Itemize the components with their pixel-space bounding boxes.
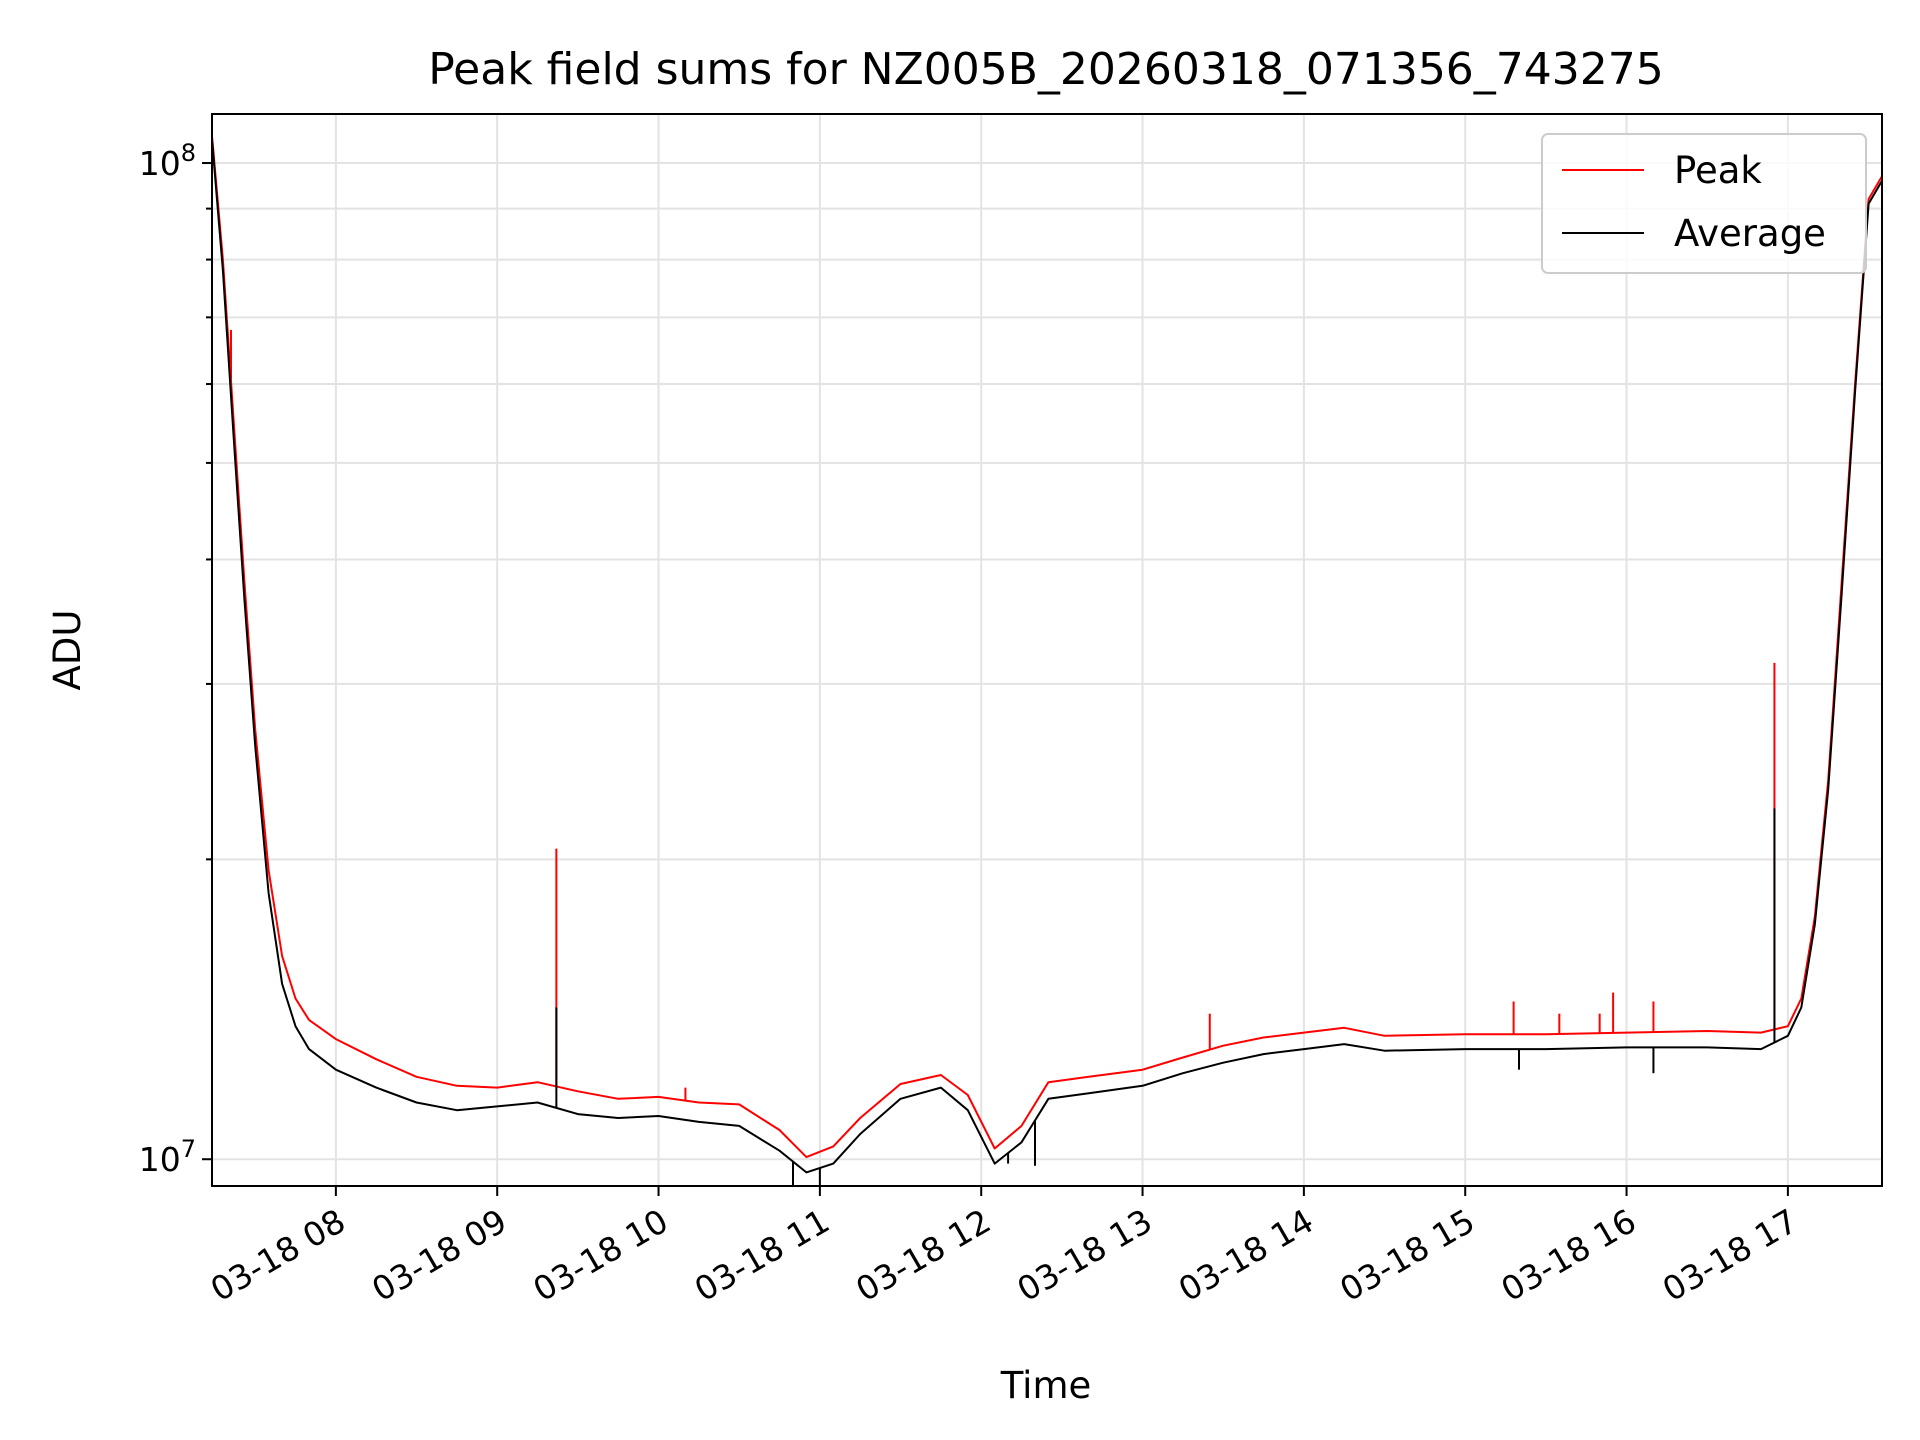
grid	[212, 114, 1882, 1186]
series-line-peak	[212, 137, 1882, 1159]
legend: Peak Average	[1541, 133, 1867, 274]
series-line-average	[212, 141, 1882, 1174]
y-axis: 107 108	[139, 139, 212, 1179]
legend-peak-label: Peak	[1674, 149, 1762, 192]
y-axis-label: ADU	[46, 610, 89, 691]
y-tick-label: 108	[139, 139, 196, 183]
series-layer	[212, 137, 1882, 1186]
legend-average-label: Average	[1674, 212, 1826, 255]
y-tick-label: 107	[139, 1135, 196, 1179]
plot-frame	[211, 113, 1883, 1187]
x-axis-label: Time	[1000, 1364, 1092, 1407]
chart-title: Peak field sums for NZ005B_20260318_0713…	[428, 44, 1664, 95]
series-average	[212, 141, 1882, 1186]
legend-box	[1541, 133, 1867, 274]
